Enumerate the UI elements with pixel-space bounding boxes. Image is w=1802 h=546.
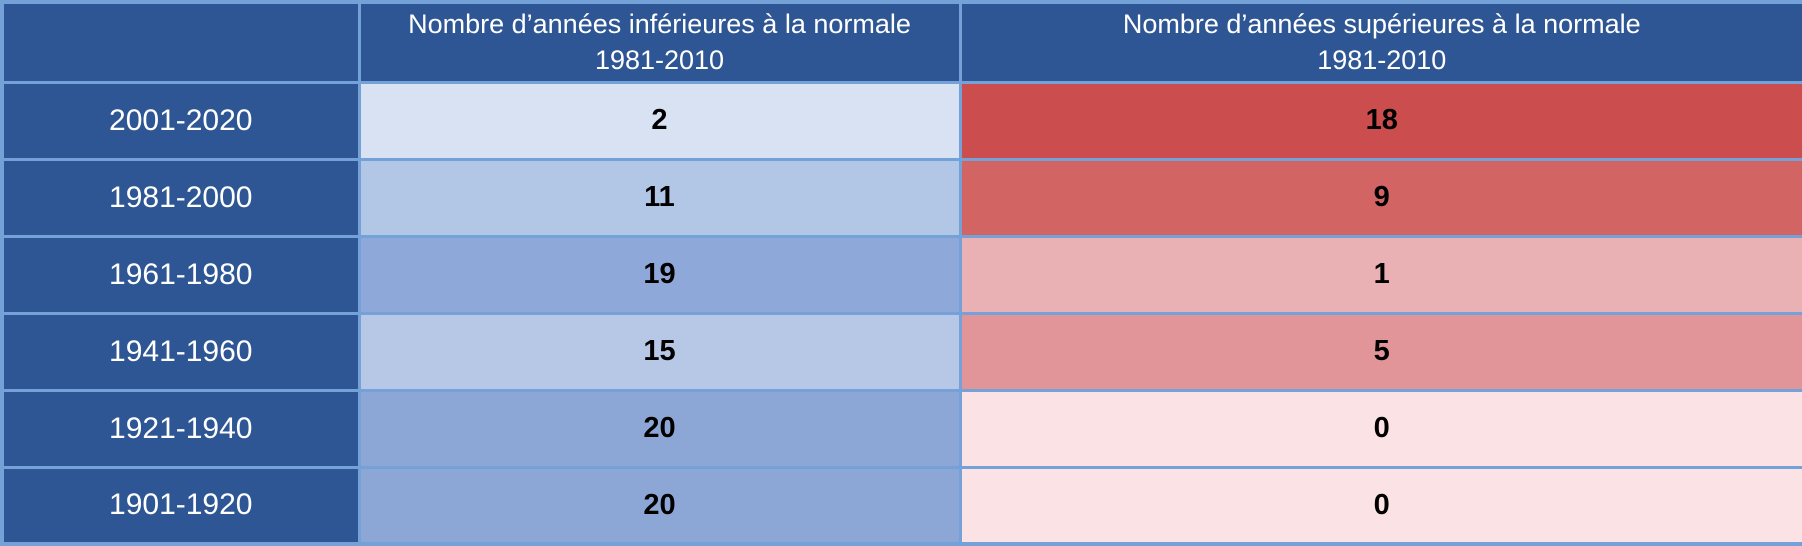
corner-cell	[0, 0, 361, 84]
period-label: 2001-2020	[0, 80, 361, 161]
header-row: Nombre d’années inférieures à la normale…	[0, 0, 1802, 84]
column-header-below-period: 1981-2010	[594, 45, 725, 76]
column-header-above-period: 1981-2010	[1317, 45, 1447, 76]
above-normal-value: 1	[958, 234, 1802, 315]
table-row: 1901-1920 20 0	[0, 465, 1802, 546]
column-header-below-normal: Nombre d’années inférieures à la normale…	[357, 0, 962, 84]
column-header-below-title: Nombre d’années inférieures à la normale	[408, 8, 911, 39]
above-normal-value: 18	[958, 80, 1802, 161]
table-header: Nombre d’années inférieures à la normale…	[0, 0, 1802, 84]
column-header-above-title: Nombre d’années supérieures à la normale	[1122, 8, 1641, 39]
period-label: 1921-1940	[0, 388, 361, 469]
table-row: 2001-2020 2 18	[0, 80, 1802, 161]
table-body: 2001-2020 2 18 1981-2000 11 9 1961-1980 …	[0, 80, 1802, 546]
period-label: 1981-2000	[0, 157, 361, 238]
below-normal-value: 11	[357, 157, 962, 238]
period-label: 1941-1960	[0, 311, 361, 392]
table-row: 1921-1940 20 0	[0, 388, 1802, 469]
column-header-above-normal: Nombre d’années supérieures à la normale…	[958, 0, 1802, 84]
above-normal-value: 5	[958, 311, 1802, 392]
period-label: 1901-1920	[0, 465, 361, 546]
table-row: 1941-1960 15 5	[0, 311, 1802, 392]
below-normal-value: 15	[357, 311, 962, 392]
table-row: 1961-1980 19 1	[0, 234, 1802, 315]
below-normal-value: 20	[357, 465, 962, 546]
below-normal-value: 19	[357, 234, 962, 315]
above-normal-value: 9	[958, 157, 1802, 238]
above-normal-value: 0	[958, 388, 1802, 469]
above-normal-value: 0	[958, 465, 1802, 546]
below-normal-value: 20	[357, 388, 962, 469]
period-label: 1961-1980	[0, 234, 361, 315]
below-normal-value: 2	[357, 80, 962, 161]
table-row: 1981-2000 11 9	[0, 157, 1802, 238]
